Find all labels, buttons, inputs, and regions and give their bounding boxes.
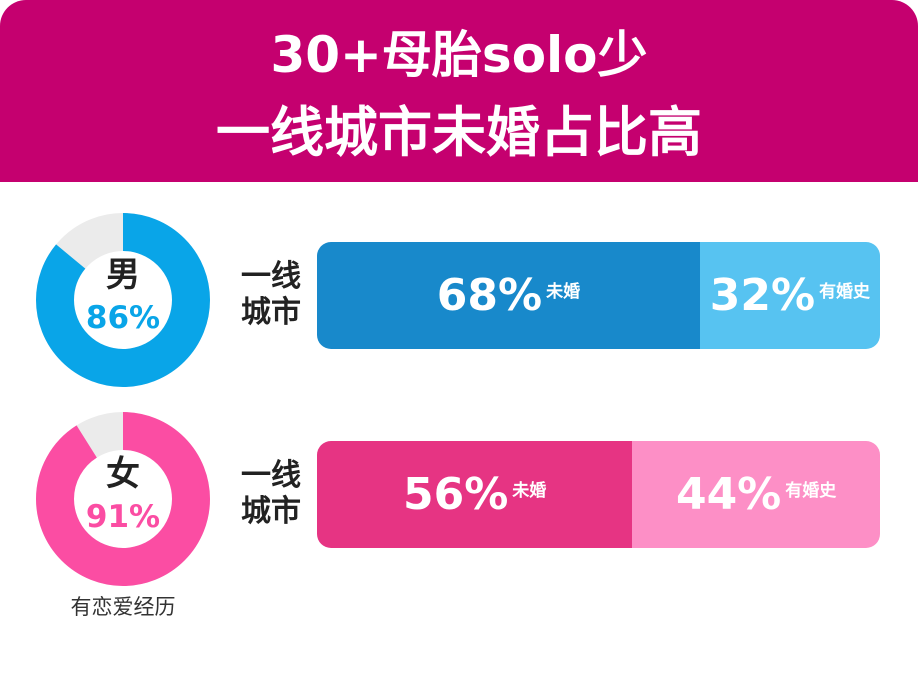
female-marital-bar: 56% 未婚 44% 有婚史 <box>317 441 880 548</box>
female-unmarried-label: 未婚 <box>512 481 547 501</box>
female-donut-chart: 女 91% <box>33 409 213 589</box>
male-city-label-line1: 一线 <box>241 259 301 294</box>
female-dating-percent: 91% <box>85 499 161 535</box>
male-unmarried-label: 未婚 <box>546 282 581 302</box>
male-donut-chart: 男 86% <box>33 210 213 390</box>
female-donut-svg <box>36 412 210 586</box>
female-city-label-line2: 城市 <box>241 494 301 529</box>
male-married-label: 有婚史 <box>819 282 871 302</box>
page-title-line-2: 一线城市未婚占比高 <box>216 101 702 164</box>
male-gender-label: 男 <box>106 255 140 295</box>
female-city-label: 一线 城市 <box>236 458 306 530</box>
female-gender-label: 女 <box>106 454 140 494</box>
female-unmarried-percent: 56% <box>402 468 509 520</box>
female-married-percent: 44% <box>675 468 782 520</box>
dating-experience-caption: 有恋爱经历 <box>70 595 176 619</box>
male-married-percent: 32% <box>709 269 816 321</box>
title-banner: 30+母胎solo少 一线城市未婚占比高 <box>0 0 918 182</box>
female-city-label-line1: 一线 <box>241 458 301 493</box>
female-married-label: 有婚史 <box>785 481 837 501</box>
female-unmarried-segment: 56% 未婚 <box>317 441 633 548</box>
female-married-segment: 44% 有婚史 <box>632 441 880 548</box>
male-unmarried-segment: 68% 未婚 <box>317 242 700 349</box>
male-married-segment: 32% 有婚史 <box>699 242 880 349</box>
male-donut-value <box>36 213 210 387</box>
female-donut-value <box>36 412 210 586</box>
page-title-line-1: 30+母胎solo少 <box>270 26 648 84</box>
male-dating-percent: 86% <box>85 300 161 336</box>
male-city-label: 一线 城市 <box>236 259 306 331</box>
male-city-label-line2: 城市 <box>241 295 301 330</box>
male-unmarried-percent: 68% <box>436 269 543 321</box>
male-donut-svg <box>36 213 210 387</box>
male-marital-bar: 68% 未婚 32% 有婚史 <box>317 242 880 349</box>
